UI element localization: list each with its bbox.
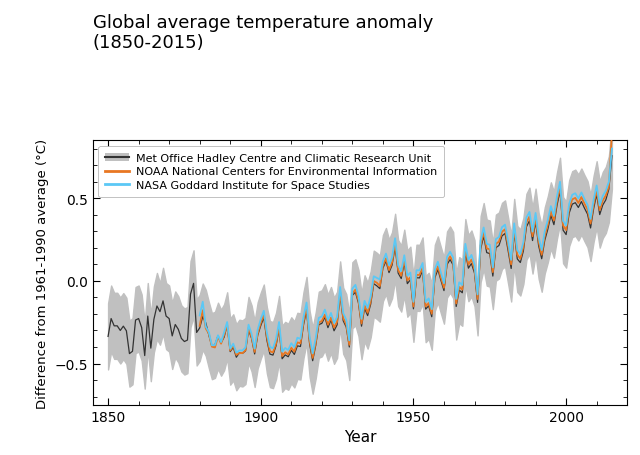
X-axis label: Year: Year bbox=[344, 430, 376, 444]
Legend: Met Office Hadley Centre and Climatic Research Unit, NOAA National Centers for E: Met Office Hadley Centre and Climatic Re… bbox=[99, 147, 444, 197]
Text: Global average temperature anomaly
(1850-2015): Global average temperature anomaly (1850… bbox=[93, 14, 433, 52]
Y-axis label: Difference from 1961-1990 average (°C): Difference from 1961-1990 average (°C) bbox=[36, 138, 49, 408]
